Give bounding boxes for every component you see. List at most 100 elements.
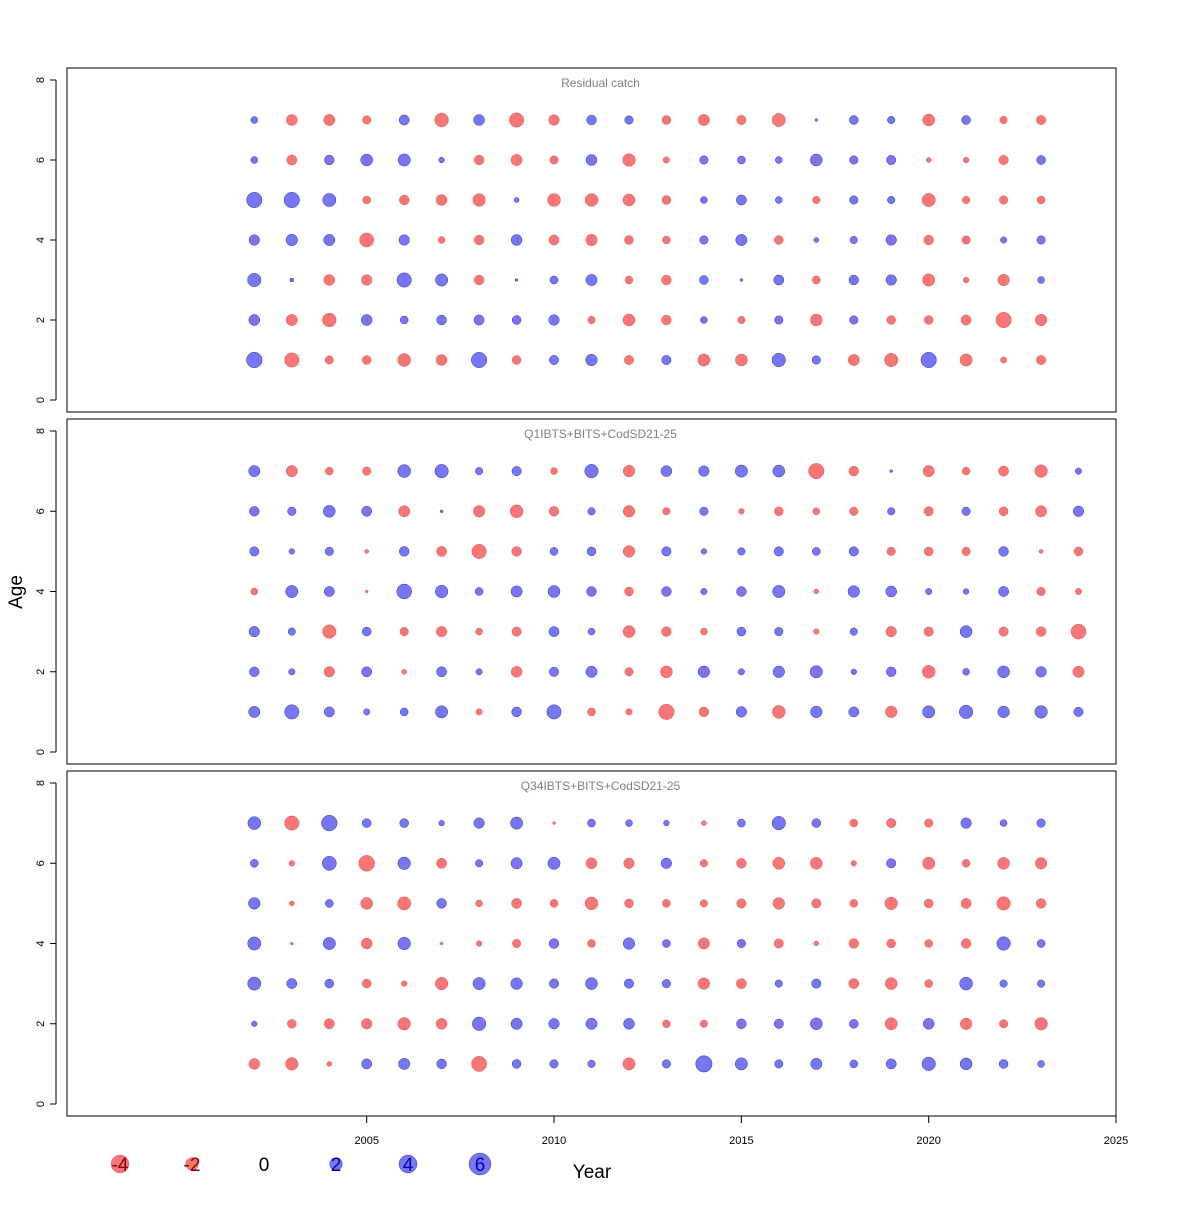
- bubble-point: [248, 626, 260, 638]
- legend-item: 2: [329, 1155, 343, 1176]
- bubble-point: [361, 1018, 373, 1030]
- bubble-point: [437, 236, 446, 244]
- bubble-point: [849, 818, 859, 828]
- bubble-point: [249, 506, 260, 517]
- bubble-point: [736, 898, 747, 909]
- bubble-point: [473, 505, 486, 518]
- bubble-point: [548, 506, 560, 517]
- bubble-point: [509, 504, 524, 518]
- bubble-point: [772, 857, 786, 870]
- bubble-point: [697, 977, 710, 990]
- bubble-point: [475, 467, 484, 476]
- bubble-point: [587, 627, 596, 636]
- bubble-point: [1038, 549, 1044, 554]
- bubble-point: [360, 153, 373, 167]
- bubble-point: [661, 314, 672, 326]
- x-tick-label: 2010: [542, 1135, 566, 1147]
- bubble-point: [772, 585, 786, 598]
- bubble-point: [886, 818, 897, 829]
- bubble-point: [549, 275, 559, 285]
- bubble-point: [509, 112, 525, 128]
- bubble-point: [401, 980, 408, 987]
- bubble-point: [849, 506, 859, 516]
- bubble-point: [699, 899, 708, 908]
- bubble-point: [700, 196, 708, 204]
- y-tick-label: 0: [35, 749, 47, 755]
- bubble-point: [959, 704, 974, 719]
- bubble-point: [550, 467, 558, 475]
- bubble-point: [549, 155, 559, 165]
- bubble-point: [584, 464, 599, 479]
- bubble-point: [884, 896, 898, 910]
- bubble-point: [922, 856, 936, 870]
- bubble-point: [473, 817, 485, 829]
- bubble-point: [701, 820, 707, 826]
- panel-frame: [66, 67, 1117, 413]
- bubble-point: [1037, 1060, 1045, 1068]
- bubble-point: [549, 355, 559, 365]
- bubble-point: [436, 314, 447, 326]
- bubble-point: [885, 1058, 897, 1070]
- bubble-point: [323, 274, 335, 286]
- bubble-point: [474, 587, 484, 596]
- bubble-point: [549, 899, 559, 908]
- y-tick-label: 8: [35, 780, 47, 786]
- bubble-point: [510, 1017, 523, 1030]
- bubble-point: [999, 819, 1008, 827]
- bubble-point: [887, 196, 896, 204]
- y-axis-title: Age: [6, 575, 27, 609]
- bubble-point: [661, 546, 672, 557]
- bubble-point: [999, 195, 1009, 205]
- bubble-point: [736, 939, 746, 948]
- bubble-point: [998, 465, 1009, 477]
- bubble-point: [1036, 115, 1047, 125]
- bubble-point: [361, 937, 373, 950]
- bubbles: [248, 463, 1087, 720]
- bubble-point: [324, 546, 334, 556]
- bubble-point: [358, 855, 375, 872]
- bubble-point: [999, 1019, 1009, 1029]
- bubble-point: [323, 706, 335, 718]
- bubble-point: [884, 1017, 898, 1031]
- bubble-point: [436, 546, 447, 557]
- bubble-point: [996, 896, 1011, 911]
- bubble-point: [399, 315, 409, 325]
- bubble-point: [1037, 276, 1045, 284]
- bubble-point: [961, 506, 971, 516]
- bubble-point: [547, 193, 561, 207]
- bubble-point: [700, 627, 708, 636]
- bubble-point: [323, 666, 335, 678]
- bubble-point: [961, 859, 971, 868]
- bubble-point: [884, 977, 898, 990]
- legend-bubble: [110, 1154, 130, 1174]
- bubble-point: [510, 816, 523, 830]
- bubble-point: [287, 1019, 297, 1029]
- legend-item: -4: [110, 1154, 130, 1176]
- bubble-point: [624, 978, 634, 989]
- bubble-point: [548, 314, 560, 326]
- bubble-point: [960, 1017, 973, 1030]
- bubble-point: [435, 705, 448, 719]
- legend-label: 2: [331, 1155, 342, 1176]
- bubble-point: [624, 115, 634, 125]
- bubble-point: [250, 156, 259, 164]
- bubble-point: [813, 940, 819, 947]
- bubble-point: [997, 665, 1010, 679]
- y-tick-label: 4: [35, 588, 47, 594]
- bubble-point: [472, 977, 486, 990]
- bubble-point: [658, 703, 675, 720]
- bubble-point: [361, 505, 373, 517]
- bubble-point: [848, 274, 859, 286]
- bubble-point: [998, 546, 1009, 557]
- bubble-point: [960, 817, 972, 829]
- bubble-point: [810, 153, 823, 167]
- bubble-point: [549, 978, 559, 989]
- bubble-point: [548, 938, 560, 949]
- bubble-point: [774, 506, 784, 516]
- bubble-point: [700, 548, 707, 555]
- bubble-point: [1000, 356, 1007, 364]
- bubble-point: [774, 627, 784, 637]
- bubble-point: [397, 896, 412, 911]
- bubble-point: [886, 858, 897, 869]
- bubble-point: [998, 586, 1009, 597]
